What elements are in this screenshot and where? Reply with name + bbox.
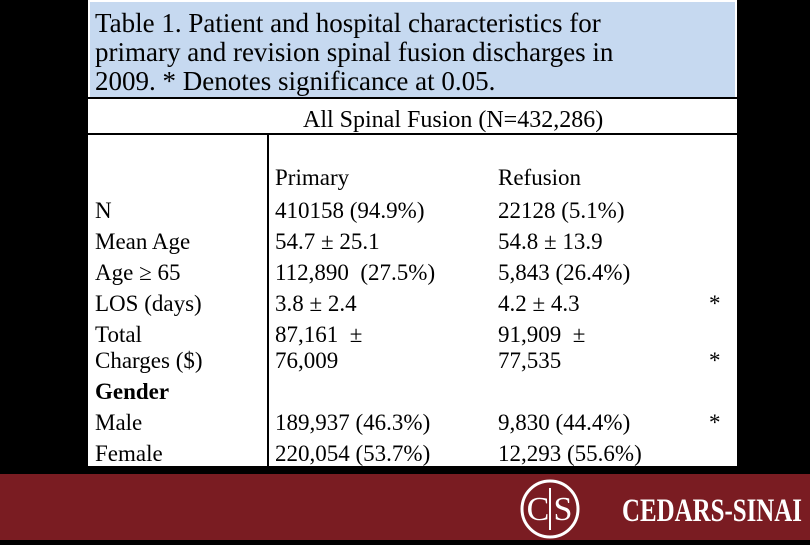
title-box: [90, 2, 735, 98]
significance: *: [709, 410, 721, 435]
column-header: Primary: [275, 165, 350, 190]
significance: *: [709, 291, 721, 316]
row-label: Total: [95, 322, 142, 347]
cell: 3.8 ± 2.4: [275, 291, 357, 316]
cell: 91,909 ±: [498, 322, 586, 347]
row-label: N: [95, 198, 112, 223]
title-line: 2009. * Denotes significance at 0.05.: [95, 66, 496, 96]
logo-letter: S: [554, 491, 573, 528]
cell: 5,843 (26.4%): [498, 260, 631, 285]
rule: [88, 97, 737, 99]
column-header: Refusion: [498, 165, 582, 190]
cell: 12,293 (55.6%): [498, 441, 642, 466]
cell: 54.8 ± 13.9: [498, 229, 603, 254]
logo-name: CEDARS-SINAI: [622, 493, 802, 529]
significance: *: [709, 348, 721, 373]
cell: 9,830 (44.4%): [498, 410, 631, 435]
row-label: Charges ($): [95, 348, 203, 373]
cell: 87,161 ±: [275, 322, 363, 347]
cell: 4.2 ± 4.3: [498, 291, 580, 316]
rule: [88, 133, 737, 135]
row-label: Age ≥ 65: [95, 260, 181, 285]
cell: 112,890 (27.5%): [275, 260, 436, 285]
cell: 77,535: [498, 348, 562, 373]
logo: C S CEDARS-SINAI: [520, 479, 802, 539]
cell: 189,937 (46.3%): [275, 410, 431, 435]
title-line: primary and revision spinal fusion disch…: [95, 37, 614, 67]
title-line: Table 1. Patient and hospital characteri…: [95, 8, 601, 38]
row-label: Mean Age: [95, 229, 191, 254]
cell: 76,009: [275, 348, 339, 373]
row-label: Female: [95, 441, 163, 466]
footer-band: C S CEDARS-SINAI: [0, 474, 810, 540]
column-rule: [267, 134, 269, 467]
logo-letter: C: [527, 491, 550, 528]
cell: 410158 (94.9%): [275, 198, 425, 223]
cell: 54.7 ± 25.1: [275, 229, 380, 254]
rule: [88, 466, 737, 468]
logo-ring: [520, 479, 580, 539]
row-label: Male: [95, 410, 143, 435]
cell: 22128 (5.1%): [498, 198, 625, 223]
row-label: LOS (days): [95, 291, 202, 316]
span-header: All Spinal Fusion (N=432,286): [303, 107, 604, 133]
section-label: Gender: [95, 379, 170, 404]
cell: 220,054 (53.7%): [275, 441, 431, 466]
